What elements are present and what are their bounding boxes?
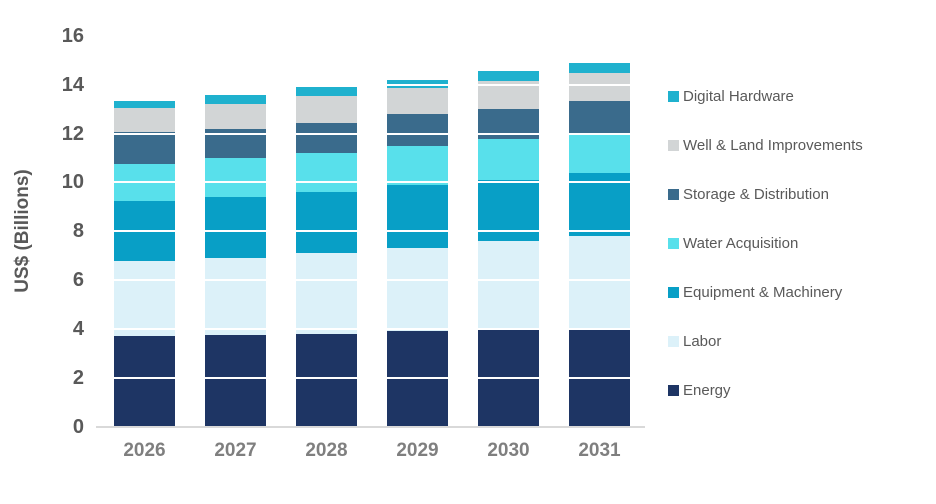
legend-item-equipment-machinery: Equipment & Machinery bbox=[668, 284, 863, 301]
y-tick-label: 0 bbox=[72, 415, 84, 438]
x-tick-label-2027: 2027 bbox=[214, 440, 257, 461]
bar-segment-water-acquisition-2030 bbox=[478, 138, 539, 180]
x-tick-label-2031: 2031 bbox=[578, 440, 621, 461]
bar-segment-well-land-improvements-2029 bbox=[387, 88, 448, 115]
bar-segment-well-land-improvements-2028 bbox=[296, 95, 357, 123]
x-tick-label-2026: 2026 bbox=[123, 440, 166, 461]
legend-item-storage-distribution: Storage & Distribution bbox=[668, 186, 863, 203]
bar-segment-labor-2027 bbox=[205, 258, 266, 335]
gridline bbox=[96, 132, 645, 135]
bar-segment-water-acquisition-2028 bbox=[296, 153, 357, 193]
y-tick-label: 4 bbox=[72, 317, 84, 340]
legend-item-label: Well & Land Improvements bbox=[683, 137, 863, 154]
legend-item-label: Storage & Distribution bbox=[683, 186, 829, 203]
legend-swatch-icon bbox=[668, 91, 679, 102]
legend: Digital Hardware Well & Land Improvements… bbox=[668, 88, 863, 399]
legend-item-well-land-improvements: Well & Land Improvements bbox=[668, 137, 863, 154]
bar-segment-energy-2028 bbox=[296, 333, 357, 427]
bar-segment-water-acquisition-2031 bbox=[569, 133, 630, 173]
x-tick-label-2028: 2028 bbox=[305, 440, 348, 461]
legend-item-label: Energy bbox=[683, 382, 731, 399]
bar-segment-well-land-improvements-2031 bbox=[569, 72, 630, 101]
y-axis-title: US$ (Billions) bbox=[12, 169, 33, 293]
y-tick-label: 2 bbox=[72, 366, 84, 389]
legend-item-energy: Energy bbox=[668, 382, 863, 399]
bar-segment-well-land-improvements-2030 bbox=[478, 81, 539, 110]
bar-segment-well-land-improvements-2027 bbox=[205, 104, 266, 129]
legend-swatch-icon bbox=[668, 189, 679, 200]
bar-segment-labor-2031 bbox=[569, 236, 630, 329]
gridline bbox=[96, 230, 645, 233]
bar-segment-water-acquisition-2029 bbox=[387, 145, 448, 185]
bar-segment-storage-distribution-2026 bbox=[114, 132, 175, 165]
bar-segment-labor-2030 bbox=[478, 241, 539, 331]
gridline bbox=[96, 35, 645, 37]
bar-segment-digital-hardware-2031 bbox=[569, 62, 630, 73]
legend-swatch-icon bbox=[668, 336, 679, 347]
bar-segment-equipment-machinery-2028 bbox=[296, 192, 357, 254]
x-tick-label-2029: 2029 bbox=[396, 440, 439, 461]
legend-item-digital-hardware: Digital Hardware bbox=[668, 88, 863, 105]
bar-segment-energy-2027 bbox=[205, 334, 266, 427]
legend-swatch-icon bbox=[668, 238, 679, 249]
legend-item-label: Equipment & Machinery bbox=[683, 284, 843, 301]
bar-segment-labor-2026 bbox=[114, 260, 175, 337]
x-axis-baseline bbox=[96, 425, 645, 428]
bar-segment-energy-2029 bbox=[387, 331, 448, 427]
y-tick-label: 14 bbox=[61, 73, 84, 96]
bar-segment-digital-hardware-2027 bbox=[205, 94, 266, 105]
legend-swatch-icon bbox=[668, 385, 679, 396]
bar-segment-equipment-machinery-2027 bbox=[205, 197, 266, 259]
bar-segment-labor-2029 bbox=[387, 248, 448, 332]
bar-segment-labor-2028 bbox=[296, 253, 357, 334]
legend-swatch-icon bbox=[668, 287, 679, 298]
gridline bbox=[96, 327, 645, 330]
bar-segment-energy-2026 bbox=[114, 336, 175, 427]
bar-segment-storage-distribution-2028 bbox=[296, 122, 357, 154]
legend-item-label: Labor bbox=[683, 333, 722, 350]
legend-swatch-icon bbox=[668, 140, 679, 151]
bar-segment-water-acquisition-2027 bbox=[205, 158, 266, 198]
gridline bbox=[96, 181, 645, 184]
gridline bbox=[96, 376, 645, 379]
bar-segment-storage-distribution-2029 bbox=[387, 114, 448, 146]
legend-item-label: Water Acquisition bbox=[683, 235, 799, 252]
bar-segment-storage-distribution-2031 bbox=[569, 100, 630, 134]
bar-segment-digital-hardware-2028 bbox=[296, 87, 357, 96]
bar-segment-digital-hardware-2030 bbox=[478, 71, 539, 82]
bar-segment-digital-hardware-2026 bbox=[114, 100, 175, 108]
gridline bbox=[96, 279, 645, 282]
y-tick-label: 10 bbox=[61, 171, 84, 194]
y-tick-label: 16 bbox=[61, 25, 84, 47]
y-tick-label: 6 bbox=[72, 269, 84, 292]
bar-segment-equipment-machinery-2029 bbox=[387, 184, 448, 249]
legend-item-label: Digital Hardware bbox=[683, 88, 794, 105]
legend-item-water-acquisition: Water Acquisition bbox=[668, 235, 863, 252]
legend-item-labor: Labor bbox=[668, 333, 863, 350]
gridline bbox=[96, 83, 645, 86]
bar-segment-well-land-improvements-2026 bbox=[114, 107, 175, 133]
y-tick-label: 8 bbox=[72, 220, 84, 243]
y-tick-label: 12 bbox=[61, 122, 84, 145]
x-tick-label-2030: 2030 bbox=[487, 440, 530, 461]
